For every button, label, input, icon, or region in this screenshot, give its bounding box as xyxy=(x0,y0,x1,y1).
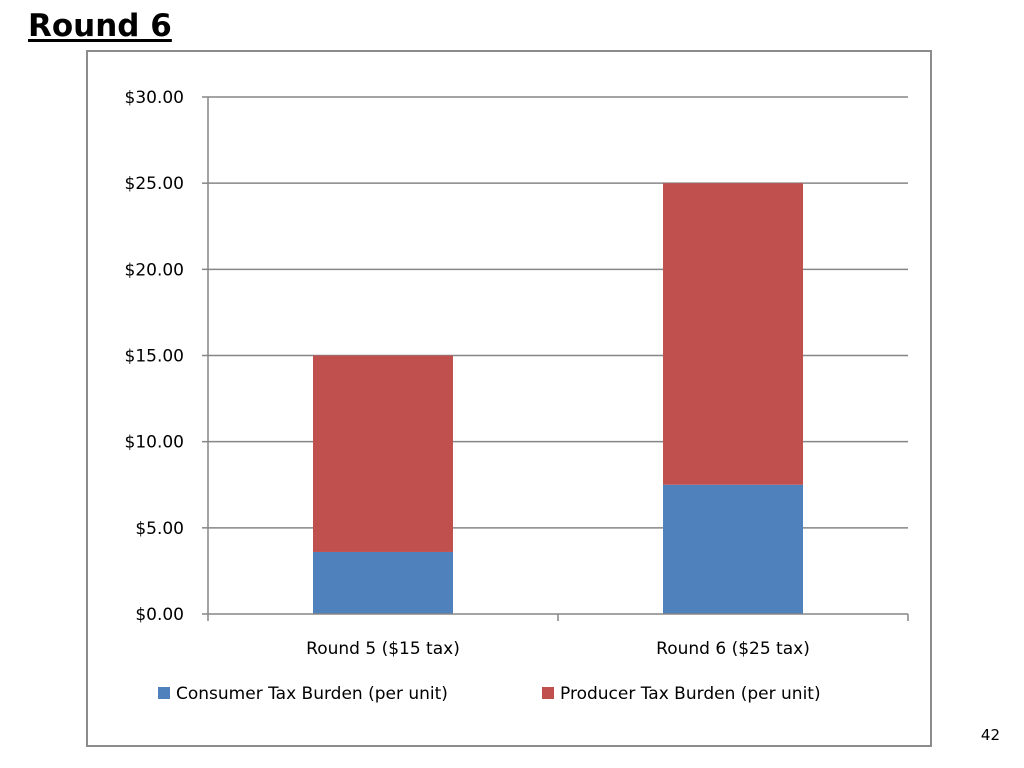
x-category-label: Round 6 ($25 tax) xyxy=(656,639,810,659)
y-tick-label: $15.00 xyxy=(125,347,184,367)
legend-swatch xyxy=(542,687,554,699)
x-category-label: Round 5 ($15 tax) xyxy=(306,639,460,659)
bar-consumer-2 xyxy=(663,484,803,614)
legend-label: Producer Tax Burden (per unit) xyxy=(560,684,821,704)
y-tick-label: $10.00 xyxy=(125,433,184,453)
y-tick-label: $20.00 xyxy=(125,260,184,280)
bars xyxy=(313,183,803,614)
page-number: 42 xyxy=(980,726,1000,744)
slide-title: Round 6 xyxy=(28,8,172,44)
legend: Consumer Tax Burden (per unit) Producer T… xyxy=(158,684,821,704)
bar-producer-1 xyxy=(313,355,453,552)
y-tick-label: $30.00 xyxy=(125,88,184,108)
y-tick-label: $25.00 xyxy=(125,174,184,194)
legend-swatch xyxy=(158,687,170,699)
y-tick-label: $0.00 xyxy=(135,605,184,625)
bar-producer-2 xyxy=(663,183,803,485)
legend-label: Consumer Tax Burden (per unit) xyxy=(176,684,448,704)
axes: $0.00 $5.00 $10.00 $15.00 $20.00 $25.00 $30.00… xyxy=(125,88,909,659)
bar-consumer-1 xyxy=(313,551,453,614)
y-tick-label: $5.00 xyxy=(135,519,184,539)
